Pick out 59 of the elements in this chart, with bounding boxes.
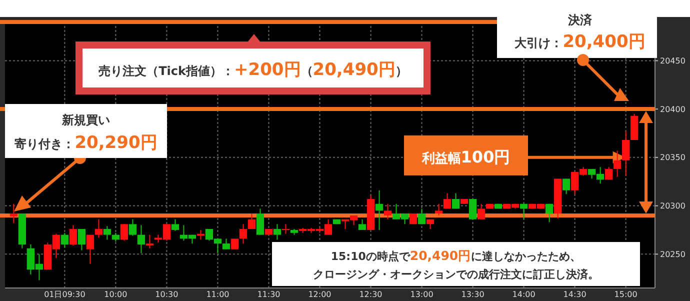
candlestick — [10, 203, 18, 224]
x-tick-label: 12:30 — [359, 290, 382, 299]
candlestick — [222, 238, 230, 250]
candlestick — [273, 224, 282, 240]
x-tick-label: 14:30 — [563, 290, 586, 299]
annotation: 利益幅100円 — [420, 147, 510, 166]
candlestick — [622, 130, 630, 176]
annotation: 売り注文（Tick指値）：+200円（20,490円） — [98, 60, 408, 80]
candlestick — [239, 224, 248, 244]
candlestick — [384, 203, 392, 220]
candlestick — [78, 228, 86, 251]
x-tick-label: 13:00 — [410, 290, 434, 299]
candlestick — [230, 238, 239, 250]
candlestick — [146, 234, 154, 249]
candlestick — [248, 213, 256, 230]
candlestick — [60, 232, 69, 248]
candlestick — [443, 192, 452, 210]
y-tick-label: 20250 — [660, 250, 686, 259]
candlestick — [520, 203, 528, 220]
candlestick — [137, 224, 146, 254]
y-tick-label: 20400 — [660, 104, 686, 114]
candlestick — [358, 218, 366, 230]
x-tick-label: 11:00 — [206, 290, 230, 299]
y-tick-label: 20350 — [660, 153, 686, 162]
annotation: 大引け：20,400円 — [514, 32, 646, 52]
candlestick — [452, 192, 460, 210]
candlestick — [613, 150, 622, 178]
candlestick — [477, 203, 486, 220]
candlestick — [69, 224, 78, 246]
x-tick-label: 14:00 — [512, 290, 536, 299]
candlestick — [545, 203, 554, 223]
candlestick — [86, 234, 94, 264]
x-tick-label: 13:30 — [461, 290, 484, 299]
candlestick — [375, 190, 384, 230]
x-tick-label: 15:00 — [614, 290, 638, 299]
y-tick-label: 20450 — [660, 56, 686, 66]
x-tick-label: 12:00 — [308, 290, 332, 299]
candlestick — [120, 224, 128, 242]
candlestick — [94, 218, 103, 238]
annotation: 新規買い — [61, 113, 110, 127]
candlestick — [171, 218, 180, 232]
x-tick-label: 01日09:30 — [44, 290, 86, 299]
y-tick-label: 20300 — [660, 202, 686, 211]
candlestick — [282, 224, 290, 234]
candlestick — [562, 178, 570, 195]
candlestick — [196, 229, 205, 240]
candlestick — [256, 208, 264, 236]
candlestick — [604, 166, 613, 180]
annotation: 15:10の時点で20,490円に達しなかったため、クロージング・オークションでの成行注文に訂正し決済。 — [313, 248, 599, 281]
annotation: 寄り付き：20,290円 — [14, 133, 158, 153]
candlestick — [103, 226, 112, 240]
candlestick — [128, 218, 137, 236]
candlestick — [434, 203, 443, 216]
candlestick — [418, 208, 426, 225]
x-tick-label: 10:30 — [155, 290, 178, 299]
x-tick-label: 11:30 — [257, 290, 280, 299]
x-tick-label: 10:00 — [104, 290, 128, 299]
annotation: 決済 — [567, 13, 593, 27]
candlestick — [468, 198, 477, 220]
